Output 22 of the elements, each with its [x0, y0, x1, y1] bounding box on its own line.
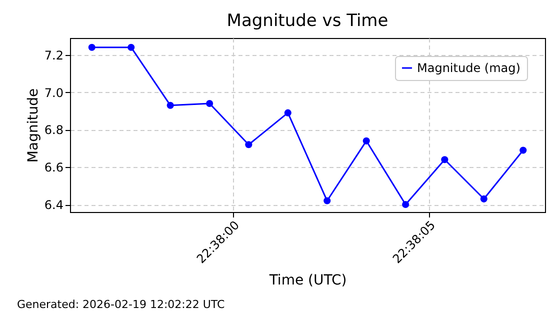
point: [166, 102, 174, 109]
y-tick-label: 6.6: [44, 160, 64, 175]
y-axis-title: Magnitude: [25, 88, 42, 163]
point: [206, 100, 214, 108]
y-tick-label: 6.4: [44, 198, 64, 212]
point: [402, 200, 410, 208]
point: [480, 195, 488, 202]
x-axis-title: Time (UTC): [268, 272, 347, 288]
y-tick-label: 7.0: [44, 86, 64, 100]
point: [245, 141, 252, 148]
point: [441, 156, 448, 164]
y-tick-label: 7.2: [44, 48, 64, 62]
point: [88, 44, 96, 51]
point: [362, 137, 370, 144]
chart-title: Magnitude vs Time: [226, 11, 388, 31]
text: Generated: 2026-02-19 12:02:22 UTC: [17, 298, 225, 311]
point: [128, 44, 135, 51]
point: [284, 109, 292, 116]
point: [520, 146, 527, 154]
y-tick-label: 6.8: [44, 123, 64, 138]
point: [324, 197, 331, 204]
legend-label: Magnitude (mag): [417, 61, 520, 75]
